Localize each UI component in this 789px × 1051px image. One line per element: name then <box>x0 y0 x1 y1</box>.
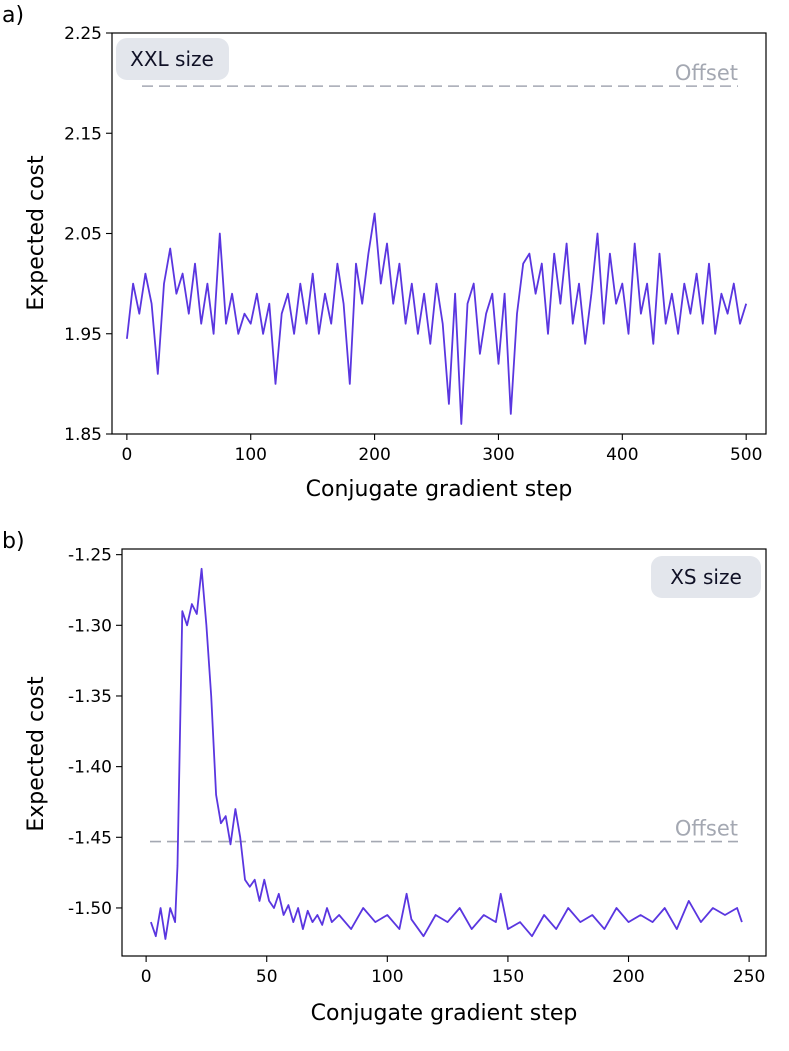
panel-a-xtick-label: 200 <box>358 445 390 465</box>
panel-b-ytick-label: -1.30 <box>68 616 112 636</box>
panel-b-ytick-label: -1.35 <box>68 687 112 707</box>
panel-a-series-line <box>126 212 748 425</box>
panel-b-badge-text: XS size <box>670 565 742 589</box>
panel-b-xlabel: Conjugate gradient step <box>311 1001 578 1026</box>
panel-a: a) 0 100 200 300 400 5001.851.952.052.152.25 … <box>2 3 767 502</box>
panel-a-xtick-label: 100 <box>235 445 267 465</box>
panel-b-xtick-label: 200 <box>612 967 644 987</box>
panel-b: b) 0 50 100 150 200 250 -1.50 -1.45 -1.40 -1.35 -1… <box>2 529 767 1026</box>
panel-b-xtick-label: 150 <box>492 967 524 987</box>
panel-b-ticks: 0 50 100 150 200 250 -1.50 -1.45 -1.40 -1.35 -1.30… <box>68 546 765 987</box>
panel-a-badge-text: XXL size <box>130 47 214 71</box>
panel-b-badge-bg <box>651 556 761 598</box>
panel-a-ytick-label: 2.15 <box>64 124 102 144</box>
panel-b-ylabel: Expected cost <box>24 676 49 832</box>
panel-a-xtick-label: 300 <box>482 445 514 465</box>
panel-b-xtick-label: 250 <box>733 967 765 987</box>
panel-b-badge: XS size <box>651 556 761 598</box>
panel-b-label: b) <box>2 529 25 554</box>
panel-b-ytick-label: -1.45 <box>68 828 112 848</box>
panel-a-badge-bg <box>116 38 229 80</box>
panel-a-ytick-label: 2.05 <box>64 225 102 245</box>
panel-b-axes-frame <box>121 548 767 957</box>
panel-b-xtick-label: 0 <box>141 967 152 987</box>
panel-a-xlabel: Conjugate gradient step <box>306 477 573 502</box>
panel-a-label: a) <box>2 3 24 28</box>
panel-a-xtick-label: 500 <box>730 445 762 465</box>
panel-a-ytick-label: 1.85 <box>64 425 102 445</box>
panel-b-xtick-label: 50 <box>256 967 278 987</box>
panel-a-xtick-label: 0 <box>121 445 132 465</box>
panel-b-series-line <box>150 567 743 940</box>
panel-a-ytick-label: 2.25 <box>64 24 102 44</box>
panel-b-offset-label: Offset <box>675 817 738 841</box>
panel-b-ytick-label: -1.25 <box>68 546 112 566</box>
panel-a-ticks: 0 100 200 300 400 500 1.85 1.95 2.05 2.15 2.25 <box>64 24 762 465</box>
panel-a-axes-frame <box>111 32 767 435</box>
panel-a-badge: XXL size <box>116 38 229 80</box>
panel-b-ytick-label: -1.50 <box>68 899 112 919</box>
panel-b-ytick-label: -1.40 <box>68 758 112 778</box>
panel-a-ytick-label: 1.95 <box>64 325 102 345</box>
panel-b-xtick-label: 100 <box>371 967 403 987</box>
panel-a-offset-label: Offset <box>675 61 738 85</box>
panel-a-xtick-label: 400 <box>606 445 638 465</box>
panel-a-ylabel: Expected cost <box>24 155 49 311</box>
